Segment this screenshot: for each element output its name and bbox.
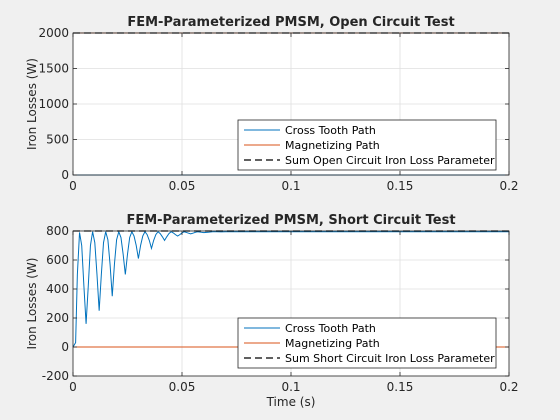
legend-entry: Cross Tooth Path — [285, 124, 376, 137]
x-tick-label: 0.1 — [281, 380, 300, 394]
x-tick-label: 0.15 — [387, 179, 414, 193]
y-tick-label: 0 — [61, 340, 69, 354]
x-tick-label: 0 — [69, 179, 77, 193]
y-axis-label: Iron Losses (W) — [25, 58, 39, 150]
y-tick-label: 1500 — [38, 62, 69, 76]
legend: Cross Tooth Path Magnetizing Path Sum Shor… — [237, 317, 497, 369]
y-tick-label: 1000 — [38, 97, 69, 111]
cross-tooth-path-line — [72, 230, 509, 348]
legend-entry: Sum Short Circuit Iron Loss Parameter — [285, 352, 495, 365]
y-tick-label: 400 — [46, 282, 69, 296]
open-circuit-plot: 0 0.05 0.1 0.15 0.2 0 500 1000 1500 2000 FEM-Param… — [25, 15, 519, 193]
short-circuit-plot: 0 0.05 0.1 0.15 0.2-2000200400600800FEM-Para… — [25, 213, 519, 409]
x-tick-label: 0 — [69, 380, 77, 394]
y-tick-label: 0 — [61, 168, 69, 182]
x-tick-label: 0.1 — [281, 179, 300, 193]
x-tick-label: 0.2 — [499, 380, 518, 394]
x-tick-label: 0.05 — [169, 380, 196, 394]
legend-entry: Magnetizing Path — [285, 139, 380, 152]
legend-box — [237, 317, 497, 369]
x-tick-label: 0.15 — [387, 380, 414, 394]
legend-entry: Sum Open Circuit Iron Loss Parameter — [285, 154, 495, 167]
x-tick-label: 0.05 — [169, 179, 196, 193]
y-tick-label: 600 — [46, 253, 69, 267]
legend: Cross Tooth Path Magnetizing Path Sum Open… — [237, 119, 497, 171]
chart-title: FEM-Parameterized PMSM, Short Circuit Te… — [126, 213, 455, 228]
x-axis-label: Time (s) — [266, 395, 316, 409]
y-tick-label: 500 — [46, 133, 69, 147]
y-tick-label: -200 — [42, 369, 69, 383]
legend-entry: Magnetizing Path — [285, 337, 380, 350]
y-tick-label: 200 — [46, 311, 69, 325]
legend-entry: Cross Tooth Path — [285, 322, 376, 335]
chart-title: FEM-Parameterized PMSM, Open Circuit Tes… — [127, 15, 454, 30]
x-tick-label: 0.2 — [499, 179, 518, 193]
y-axis-label: Iron Losses (W) — [25, 258, 39, 350]
y-tick-label: 2000 — [38, 26, 69, 40]
legend-box — [237, 119, 497, 171]
y-tick-label: 800 — [46, 224, 69, 238]
